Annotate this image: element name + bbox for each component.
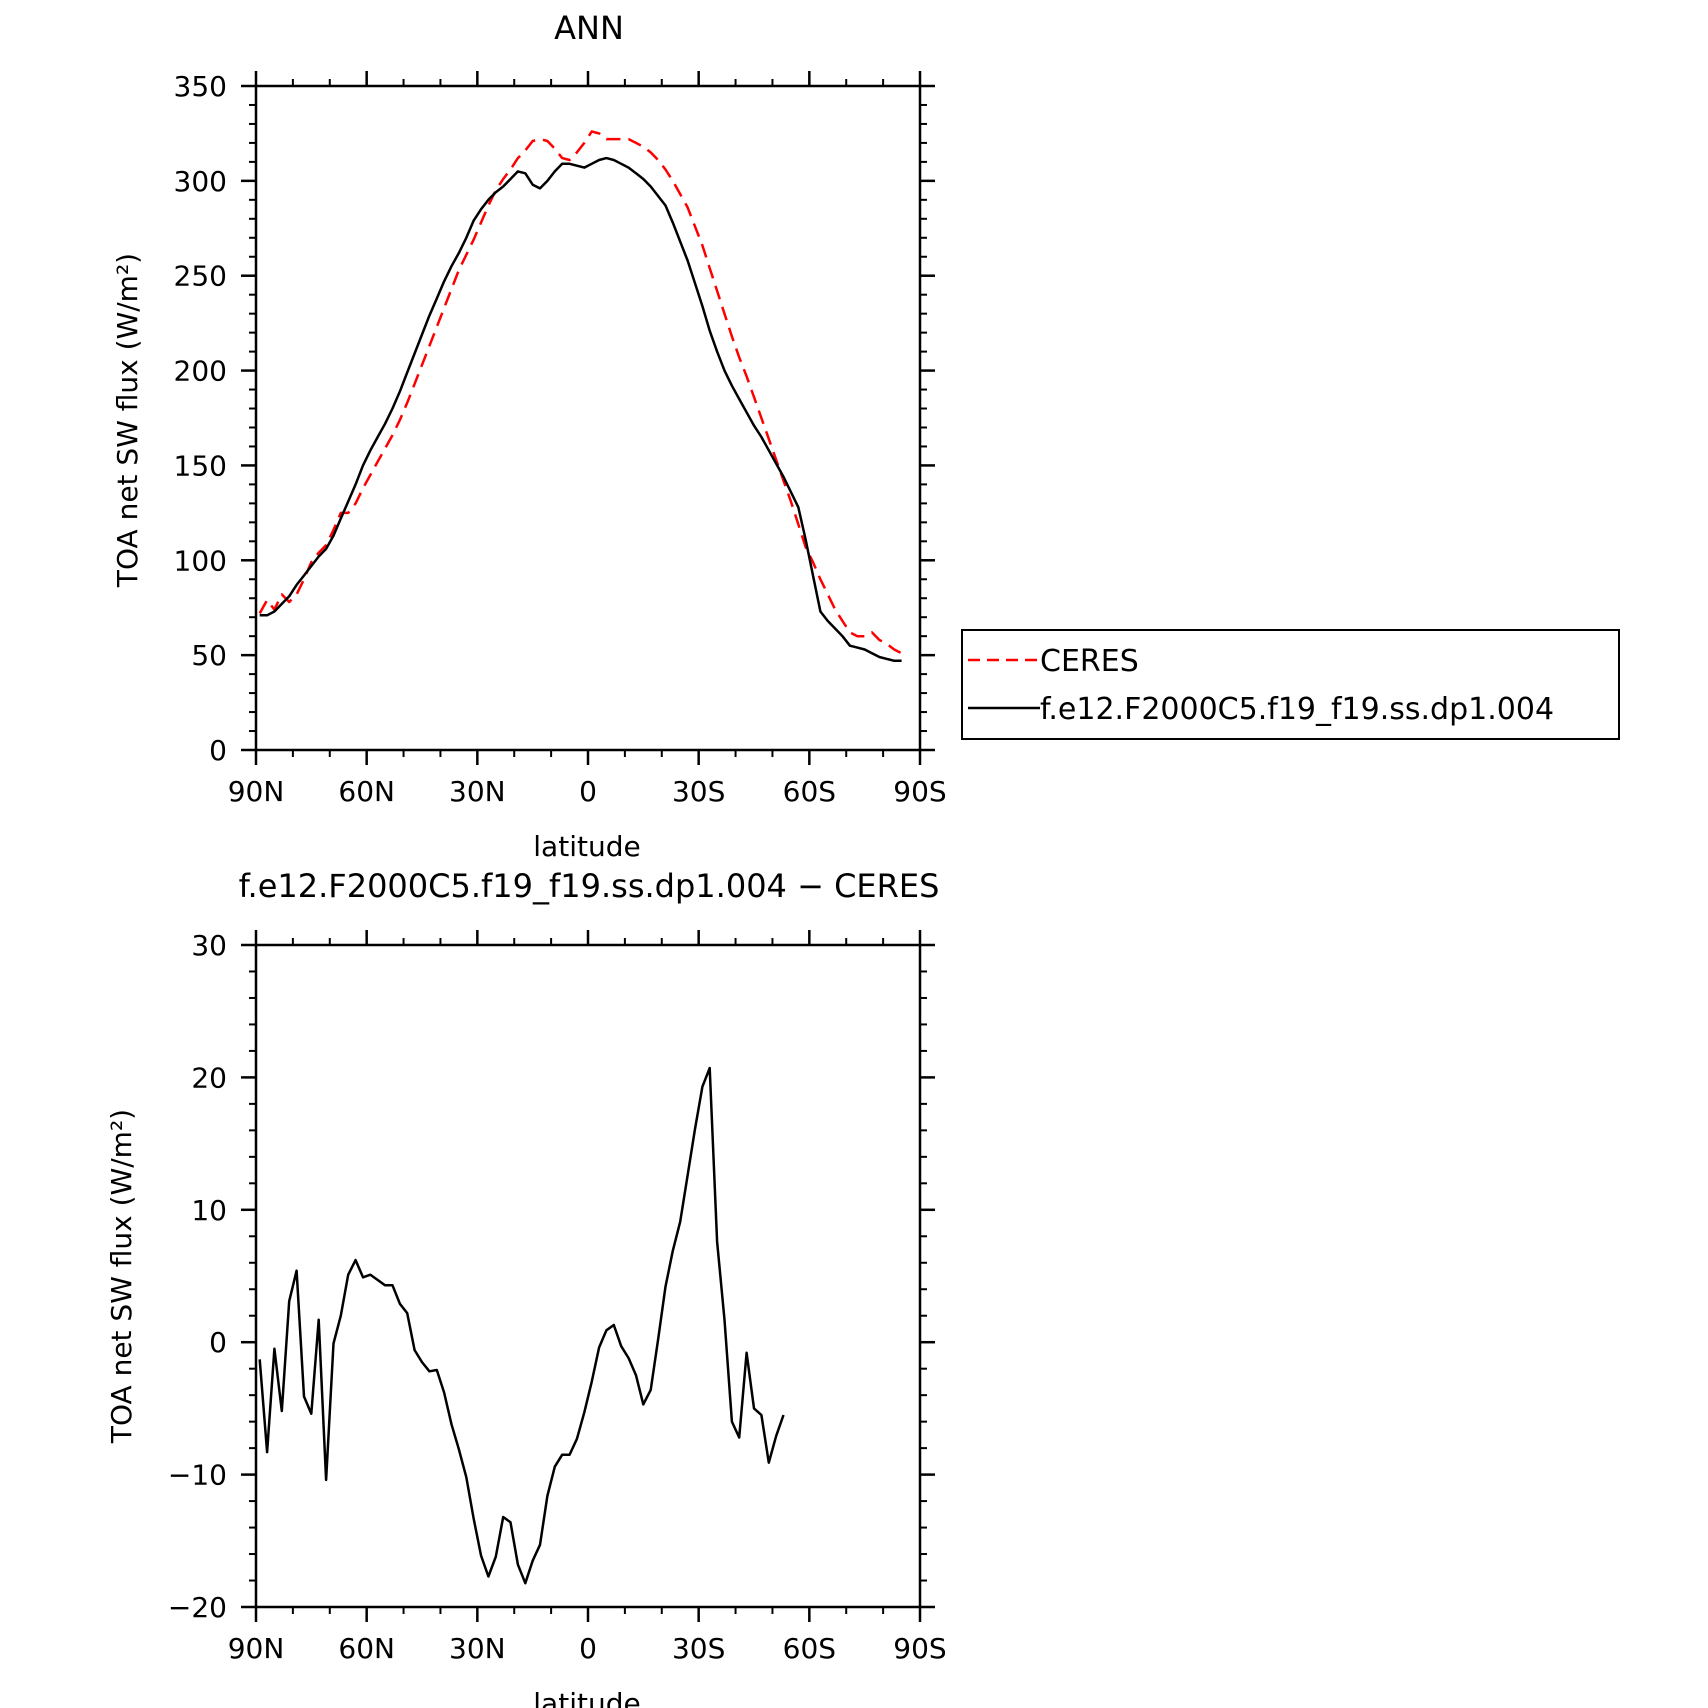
y-axis-title: TOA net SW flux (W/m²) [105, 1109, 138, 1444]
legend-label-ceres: CERES [1040, 644, 1139, 679]
tick-marks [241, 930, 935, 1622]
legend-label-model: f.e12.F2000C5.f19_f19.ss.dp1.004 [1040, 692, 1554, 727]
x-tick-label: 90S [893, 775, 946, 808]
y-tick-label: 0 [209, 1326, 227, 1359]
chart-panel-ann: ANN TOA net SW flux (W/m²) latitude 90N 6… [111, 9, 947, 863]
x-tick-label: 90S [893, 1632, 946, 1665]
x-tick-label: 90N [228, 775, 285, 808]
x-axis-title: latitude [533, 830, 640, 863]
series-line-1 [259, 156, 902, 663]
series-lines [258, 1066, 785, 1585]
tick-labels: 90N 60N 30N 0 30S 60S 90S −20 −10 0 10 20 30 [168, 929, 947, 1665]
x-tick-label: 60S [783, 1632, 836, 1665]
x-tick-label: 30N [449, 775, 506, 808]
series-lines [258, 130, 903, 663]
svg-text:TOA net SW flux (W/m²): TOA net SW flux (W/m²) [111, 253, 144, 588]
x-tick-label: 30S [672, 1632, 725, 1665]
tick-labels: 90N 60N 30N 0 30S 60S 90S 0 50 100 150 200 250 300 350 [174, 70, 947, 808]
y-tick-label: 10 [191, 1194, 227, 1227]
y-tick-label: 350 [174, 70, 227, 103]
y-tick-label: 30 [191, 929, 227, 962]
y-tick-label: −20 [168, 1591, 227, 1624]
x-axis-title: latitude [533, 1687, 640, 1708]
y-tick-label: 250 [174, 260, 227, 293]
x-tick-label: 60N [338, 775, 395, 808]
y-tick-label: 300 [174, 165, 227, 198]
svg-text:TOA net SW flux (W/m²): TOA net SW flux (W/m²) [105, 1109, 138, 1444]
chart-title: f.e12.F2000C5.f19_f19.ss.dp1.004 − CERES [239, 867, 940, 905]
y-axis-title: TOA net SW flux (W/m²) [111, 253, 144, 588]
legend: CERES f.e12.F2000C5.f19_f19.ss.dp1.004 [961, 629, 1620, 740]
y-tick-label: 150 [174, 449, 227, 482]
x-tick-label: 0 [579, 775, 597, 808]
series-line-0 [258, 1066, 785, 1585]
y-tick-label: 100 [174, 544, 227, 577]
series-line-0 [258, 130, 903, 655]
x-tick-label: 90N [228, 1632, 285, 1665]
plot-frame [254, 84, 922, 752]
y-tick-label: 20 [191, 1061, 227, 1094]
y-tick-label: 200 [174, 355, 227, 388]
plot-frame [254, 943, 922, 1609]
legend-box [961, 629, 1620, 740]
y-tick-label: 50 [191, 639, 227, 672]
x-tick-label: 60N [338, 1632, 395, 1665]
y-tick-label: −10 [168, 1459, 227, 1492]
chart-panel-difference: f.e12.F2000C5.f19_f19.ss.dp1.004 − CERES… [105, 867, 947, 1708]
x-tick-label: 30S [672, 775, 725, 808]
x-tick-label: 60S [783, 775, 836, 808]
x-tick-label: 0 [579, 1632, 597, 1665]
tick-marks [241, 71, 935, 765]
chart-title: ANN [554, 9, 624, 47]
x-tick-label: 30N [449, 1632, 506, 1665]
y-tick-label: 0 [209, 734, 227, 767]
